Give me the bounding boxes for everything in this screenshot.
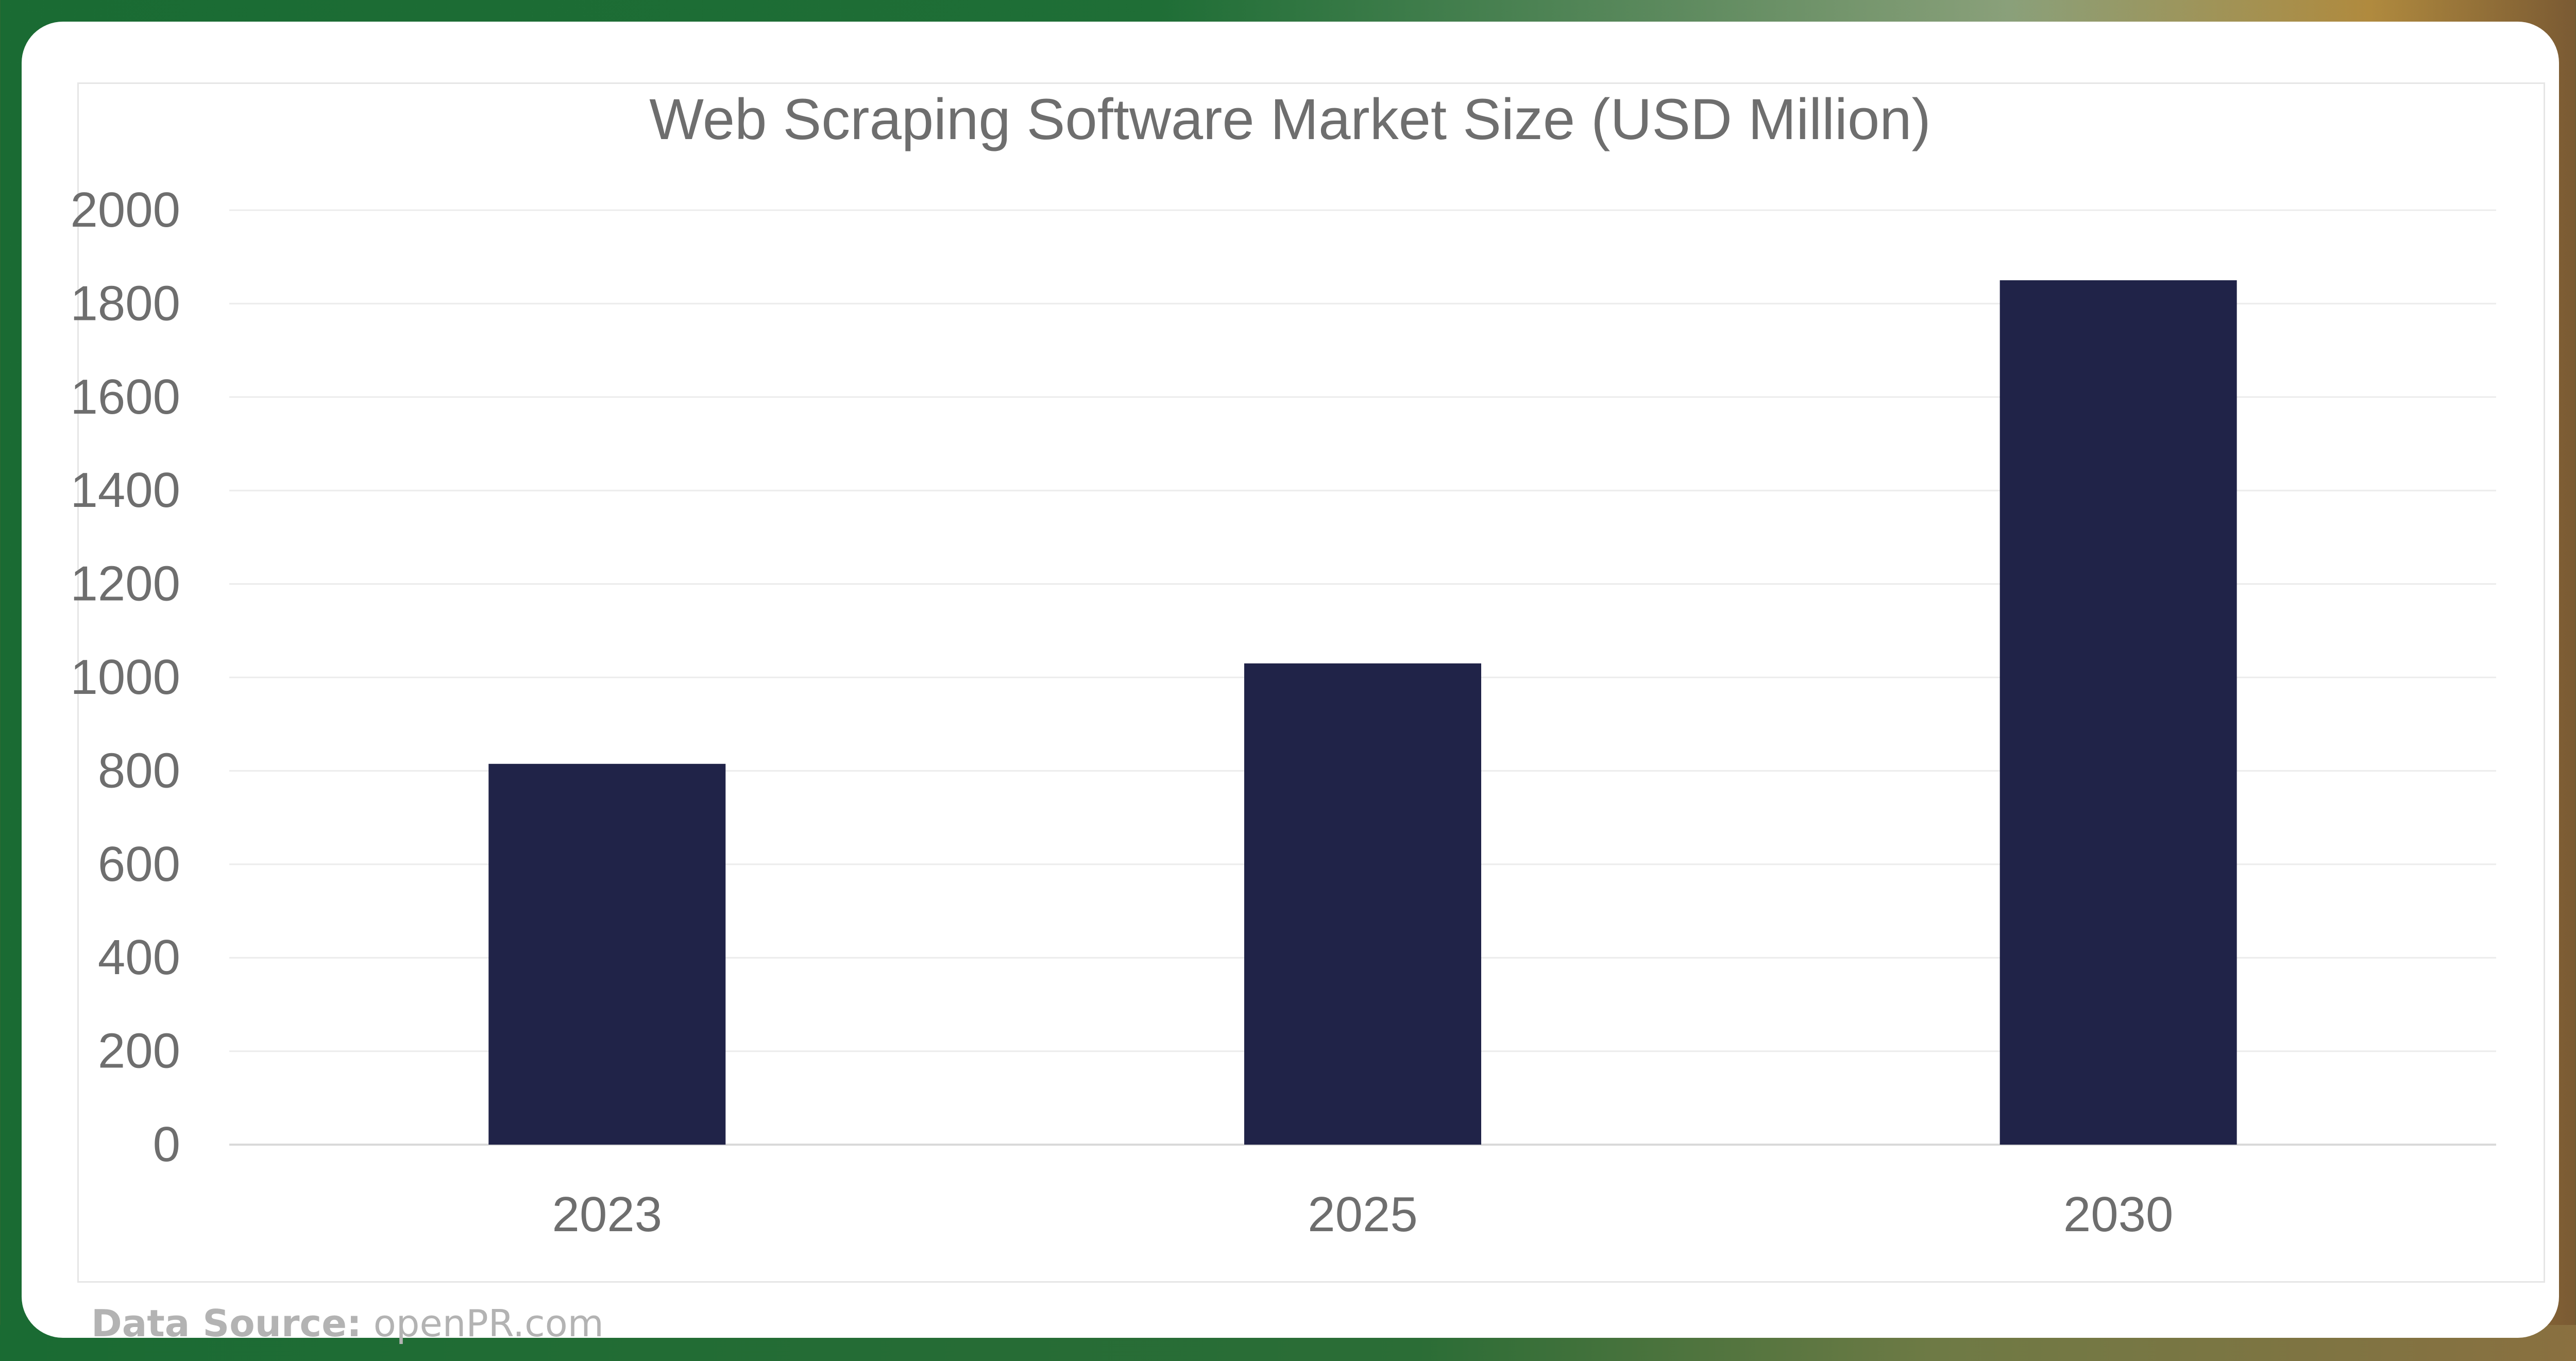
y-tick-label: 200 [98,1024,180,1079]
bar-2025 [1244,663,1481,1145]
x-tick-label: 2030 [2063,1187,2174,1242]
y-tick-label: 600 [98,837,180,892]
data-source-label: Data Source: [91,1302,362,1345]
bar-2030 [1999,280,2237,1145]
bar-2023 [488,763,726,1145]
y-tick-label: 1400 [70,463,180,518]
y-tick-label: 1800 [70,276,180,331]
bars [488,280,2237,1145]
y-tick-label: 0 [153,1117,180,1172]
y-tick-label: 2000 [70,182,180,237]
y-tick-label: 800 [98,743,180,798]
x-tick-label: 2025 [1308,1187,1418,1242]
y-axis-ticks: 0 200 400 600 800 1000 1200 1400 1600 1800 2000 [70,182,180,1172]
y-tick-label: 1000 [70,650,180,705]
data-source-link[interactable]: openPR.com [373,1302,604,1345]
x-tick-label: 2023 [552,1187,663,1242]
y-tick-label: 400 [98,930,180,985]
y-tick-label: 1200 [70,556,180,611]
y-tick-label: 1600 [70,369,180,424]
chart-area [77,82,2545,1283]
data-source: Data Source: openPR.com [91,1302,604,1345]
chart-title: Web Scraping Software Market Size (USD M… [649,87,1931,151]
x-axis-ticks: 2023 2025 2030 [552,1187,2174,1242]
